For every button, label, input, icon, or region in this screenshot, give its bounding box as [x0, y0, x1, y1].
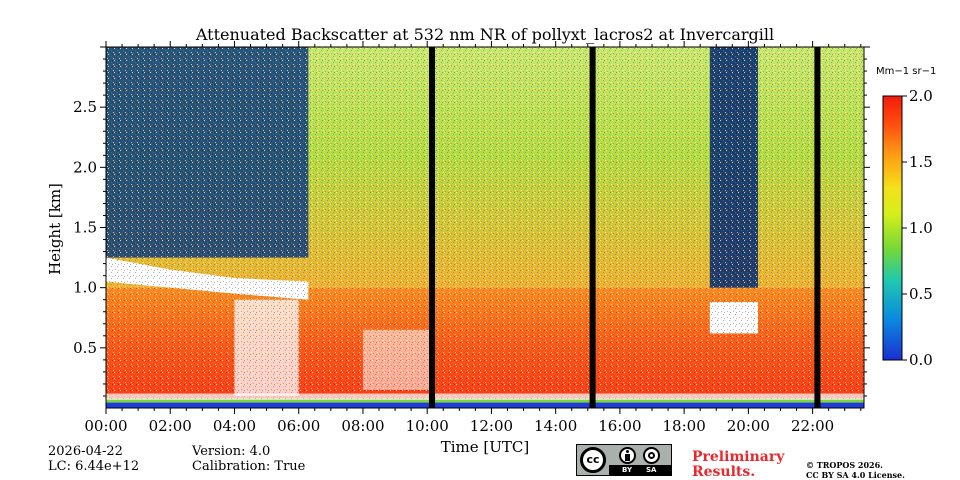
x-tick-label: 06:00 — [277, 417, 320, 435]
attribution-icon — [619, 447, 636, 464]
colorbar-tick-label: 2.0 — [909, 87, 933, 105]
x-tick-label: 16:00 — [598, 417, 641, 435]
y-tick-label: 0.5 — [73, 339, 97, 357]
info-lc: LC: 6.44e+12 — [48, 459, 140, 474]
copyright-note: © TROPOS 2026. CC BY SA 4.0 License. — [806, 460, 905, 480]
colorbar-tick-label: 0.5 — [909, 285, 933, 303]
surface-blue-band — [106, 402, 864, 408]
x-tick-label: 14:00 — [534, 417, 577, 435]
colorbar: 0.0 0.5 1.0 1.5 2.0 — [882, 87, 933, 369]
colorbar-gradient — [882, 95, 903, 361]
colorbar-tick-label: 0.0 — [909, 351, 933, 369]
chart-title: Attenuated Backscatter at 532 nm NR of p… — [195, 25, 775, 44]
info-date: 2026-04-22 — [48, 444, 123, 459]
y-tick-label: 1.0 — [73, 279, 97, 297]
preliminary-note: Preliminary Results. — [692, 450, 784, 480]
x-tick-label: 00:00 — [84, 417, 127, 435]
colorbar-tick-label: 1.0 — [909, 219, 933, 237]
info-version: Version: 4.0 — [192, 444, 271, 459]
x-tick-label: 18:00 — [663, 417, 706, 435]
data-gap — [429, 47, 436, 408]
x-tick-label: 08:00 — [341, 417, 384, 435]
y-tick-label: 1.5 — [73, 219, 97, 237]
surface-green-line — [106, 399, 864, 403]
x-axis-label: Time [UTC] — [440, 438, 530, 456]
cc-badge-strip — [609, 465, 671, 475]
axes: 00:00 02:00 04:00 06:00 08:00 10:00 12:00 14:00… — [73, 41, 870, 435]
sa-label: SA — [646, 466, 657, 474]
cc-logo-icon: cc — [580, 447, 606, 473]
x-tick-label: 22:00 — [791, 417, 834, 435]
preliminary-line-2: Results. — [692, 464, 756, 480]
info-calibration: Calibration: True — [192, 459, 306, 474]
x-tick-label: 12:00 — [470, 417, 513, 435]
cc-by-sa-badge[interactable]: cc BY SA — [576, 444, 672, 476]
copyright-line-2: CC BY SA 4.0 License. — [806, 470, 905, 480]
near-surface-saturation — [106, 393, 864, 399]
colorbar-tick-label: 1.5 — [909, 153, 933, 171]
by-label: BY — [622, 466, 633, 474]
y-axis-label: Height [km] — [46, 183, 64, 275]
data-gap — [814, 47, 821, 408]
x-tick-label: 20:00 — [727, 417, 770, 435]
copyright-line-1: © TROPOS 2026. — [806, 460, 883, 470]
preliminary-line-1: Preliminary — [692, 449, 785, 465]
share-alike-icon — [643, 447, 660, 464]
colorbar-unit: Mm−1 sr−1 — [876, 66, 937, 77]
noise-texture — [106, 47, 864, 408]
backscatter-heatmap — [106, 47, 864, 408]
y-tick-label: 2.0 — [73, 158, 97, 176]
data-gap — [589, 47, 596, 408]
x-tick-label: 10:00 — [406, 417, 449, 435]
x-tick-label: 04:00 — [213, 417, 256, 435]
y-tick-label: 2.5 — [73, 98, 97, 116]
x-tick-label: 02:00 — [149, 417, 192, 435]
